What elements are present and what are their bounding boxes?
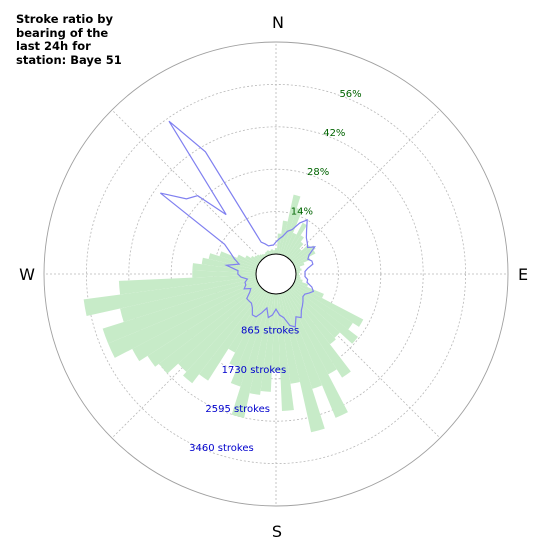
chart-title: Stroke ratio by bearing of the last 24h … [16, 12, 122, 67]
bar-bearing-355 [272, 250, 276, 255]
direction-label-e: E [518, 265, 528, 284]
bar-bearing-165 [280, 293, 325, 433]
bar-bearing-90 [295, 272, 299, 276]
bar-bearing-255 [120, 278, 257, 323]
bar-bearing-180 [271, 293, 281, 372]
ratio-tick-label: 14% [291, 206, 313, 217]
bar-bearing-190 [249, 293, 274, 395]
bar-bearing-105 [295, 278, 303, 283]
bar-bearing-210 [228, 290, 267, 353]
bar-bearing-145 [286, 289, 351, 378]
bar-bearing-25 [283, 232, 297, 257]
ratio-line [160, 120, 316, 328]
direction-label-w: W [19, 265, 35, 284]
center-hole [255, 253, 297, 295]
bar-bearing-205 [229, 291, 269, 368]
bar-bearing-160 [282, 292, 323, 389]
bar-bearing-200 [230, 292, 270, 387]
bar-bearing-195 [231, 293, 272, 418]
bar-bearing-265 [118, 274, 257, 295]
bar-bearing-45 [289, 248, 302, 261]
stroke-ratio-line [160, 120, 316, 328]
bar-bearing-295 [237, 254, 259, 267]
bar-bearing-250 [102, 280, 258, 344]
ratio-tick-label: 56% [339, 89, 361, 100]
bar-bearing-340 [266, 250, 270, 256]
bar-bearing-155 [283, 291, 348, 418]
bar-bearing-130 [290, 286, 358, 344]
grid-ring [128, 126, 424, 422]
bar-bearing-315 [256, 254, 263, 261]
bar-bearing-75 [295, 266, 301, 270]
bar-bearing-65 [293, 256, 311, 267]
grid-spoke [289, 287, 441, 439]
count-tick-label: 3460 strokes [189, 443, 254, 454]
bar-bearing-80 [295, 268, 302, 272]
bar-bearing-35 [286, 235, 304, 259]
bar-bearing-10 [278, 220, 288, 255]
bar-bearing-240 [132, 283, 260, 362]
bar-bearing-235 [147, 284, 261, 367]
bar-bearing-270 [192, 270, 257, 278]
bar-bearing-345 [268, 250, 272, 255]
stroke-count-bars [83, 194, 364, 433]
bar-bearing-125 [291, 284, 353, 330]
count-tick-label: 1730 strokes [222, 365, 287, 376]
bar-bearing-70 [294, 262, 305, 268]
bar-bearing-15 [280, 194, 301, 255]
bar-bearing-40 [288, 241, 304, 260]
bar-bearing-320 [259, 254, 264, 260]
bar-bearing-350 [270, 249, 274, 255]
axis-labels: N E S W 14% 28% 42% 56% 865 strokes 1730 strokes 2… [19, 13, 528, 541]
bar-bearing-325 [261, 253, 266, 259]
bar-bearing-310 [254, 255, 262, 262]
bar-bearing-110 [294, 280, 309, 287]
bar-bearing-305 [250, 255, 261, 264]
outer-ring [43, 41, 509, 507]
bar-bearing-290 [219, 251, 258, 268]
bar-bearing-185 [260, 293, 276, 392]
bar-bearing-120 [292, 283, 364, 327]
bar-bearing-225 [178, 287, 263, 372]
bar-bearing-220 [183, 288, 264, 384]
bar-bearing-50 [290, 244, 311, 262]
bar-bearing-100 [295, 276, 301, 280]
bar-bearing-300 [245, 255, 260, 265]
bar-bearing-0 [274, 248, 278, 255]
bar-bearing-260 [83, 276, 257, 316]
bar-bearing-85 [295, 270, 300, 274]
direction-label-n: N [272, 13, 284, 32]
bar-bearing-215 [199, 289, 266, 381]
bar-bearing-150 [285, 290, 337, 375]
count-tick-label: 2595 strokes [205, 404, 270, 415]
ratio-tick-label: 42% [323, 128, 345, 139]
count-tick-label: 865 strokes [241, 326, 299, 337]
bar-bearing-55 [291, 245, 316, 264]
grid-ring [85, 83, 467, 465]
bar-bearing-135 [289, 287, 340, 338]
bar-bearing-115 [293, 281, 324, 298]
bar-bearing-175 [276, 293, 294, 412]
bar-bearing-245 [108, 281, 259, 358]
grid-spoke [111, 109, 263, 261]
ratio-tick-label: 28% [307, 167, 329, 178]
bar-bearing-140 [288, 288, 336, 345]
bar-bearing-20 [282, 208, 303, 256]
bar-bearing-230 [159, 286, 262, 374]
grid-ring [170, 168, 382, 380]
bar-bearing-95 [295, 274, 300, 278]
bar-bearing-30 [285, 222, 308, 258]
bar-bearing-335 [264, 251, 269, 257]
bar-bearing-275 [192, 263, 257, 274]
bar-bearing-285 [208, 253, 257, 270]
direction-label-s: S [272, 522, 282, 541]
bar-bearing-170 [278, 293, 300, 384]
grid-spoke [289, 109, 441, 261]
